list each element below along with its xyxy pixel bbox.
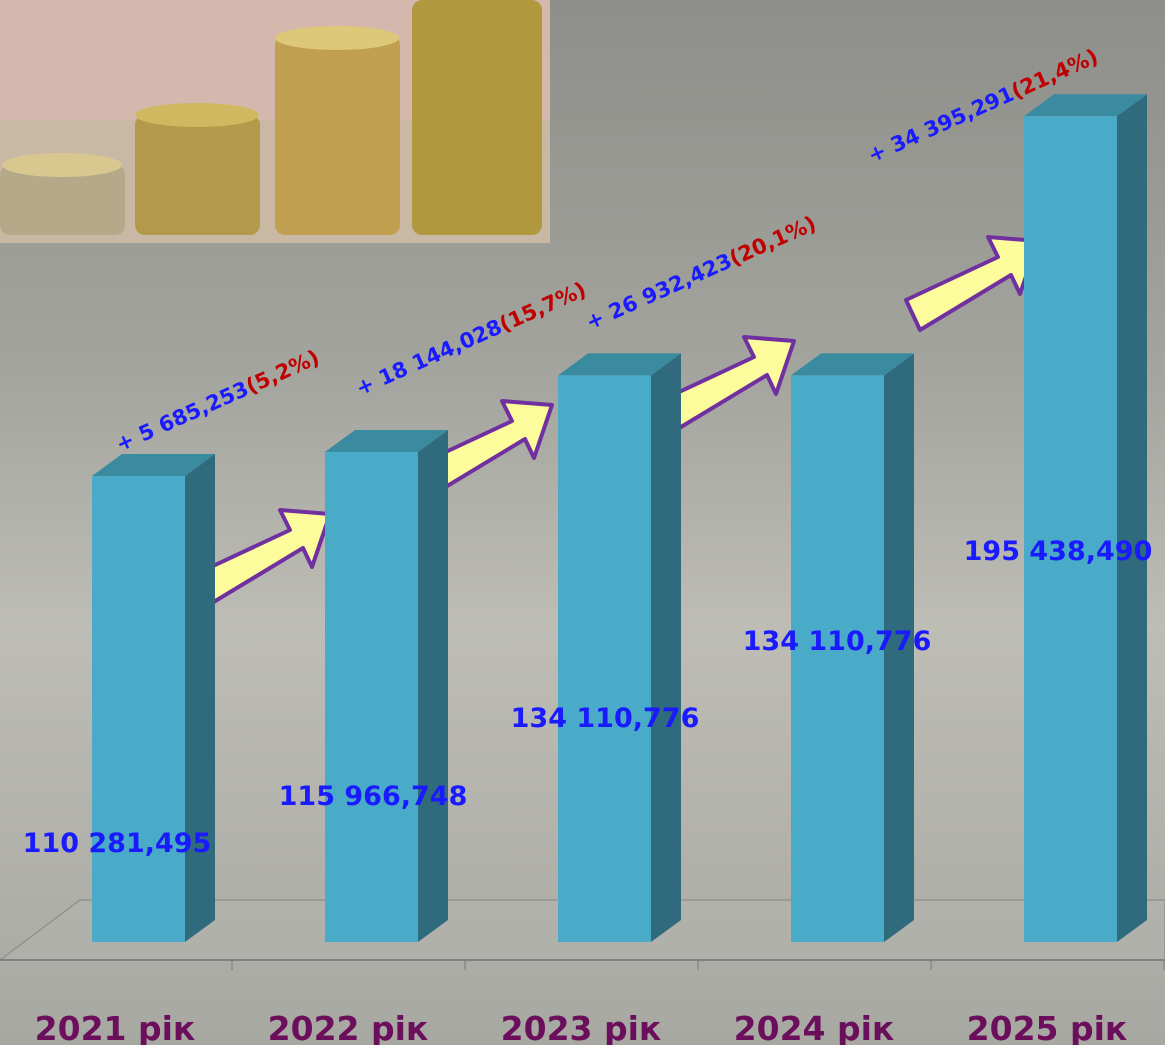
x-tick-label: 2024 рік: [734, 1009, 895, 1045]
bar-top: [92, 454, 215, 477]
value-label: 134 110,776: [743, 626, 932, 657]
bar-top: [1024, 94, 1147, 117]
bar-front: [558, 375, 651, 942]
value-label: 134 110,776: [511, 703, 700, 734]
bar-side: [884, 353, 914, 942]
arrows: [196, 235, 1040, 605]
bar: [558, 353, 681, 942]
x-tick-label: 2023 рік: [501, 1009, 662, 1045]
bar-top: [558, 353, 681, 376]
value-label: 195 438,490: [964, 536, 1153, 567]
value-label: 115 966,748: [279, 781, 468, 812]
bar: [92, 454, 215, 942]
bar-top: [325, 430, 448, 453]
x-tick-label: 2022 рік: [268, 1009, 429, 1045]
bar-side: [651, 353, 681, 942]
bar-front: [325, 452, 418, 942]
bar: [791, 353, 914, 942]
value-label: 110 281,495: [23, 828, 212, 859]
x-tick-label: 2021 рік: [35, 1009, 196, 1045]
bar: [325, 430, 448, 942]
bar-front: [791, 375, 884, 942]
bar-front: [1024, 116, 1117, 942]
bar-front: [92, 476, 185, 942]
bar-top: [791, 353, 914, 376]
coins-photo: [0, 0, 550, 243]
x-tick-label: 2025 рік: [967, 1009, 1128, 1045]
bar-side: [1117, 94, 1147, 942]
bar-side: [418, 430, 448, 942]
bar-side: [185, 454, 215, 942]
bar: [1024, 94, 1147, 942]
